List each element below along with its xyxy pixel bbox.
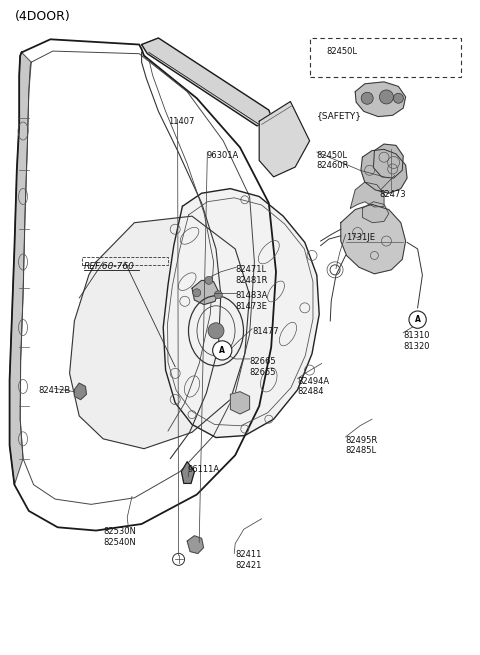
Polygon shape — [341, 204, 406, 274]
Text: 82495R
82485L: 82495R 82485L — [346, 436, 378, 455]
Circle shape — [379, 90, 394, 104]
Text: 82471L
82481R: 82471L 82481R — [235, 265, 267, 285]
Circle shape — [394, 93, 403, 103]
Text: 82530N
82540N: 82530N 82540N — [103, 527, 136, 547]
Text: A: A — [219, 346, 225, 355]
Polygon shape — [70, 216, 250, 449]
Text: 81310
81320: 81310 81320 — [403, 331, 430, 350]
Text: 11407: 11407 — [168, 117, 194, 126]
Text: 82494A
82484: 82494A 82484 — [298, 377, 330, 396]
Text: 81477: 81477 — [252, 328, 278, 337]
Text: {SAFETY}: {SAFETY} — [317, 111, 362, 121]
Text: 82450L: 82450L — [326, 47, 358, 56]
Polygon shape — [373, 144, 403, 178]
Circle shape — [215, 291, 222, 299]
Polygon shape — [259, 102, 310, 177]
Circle shape — [208, 323, 224, 339]
Text: 82473: 82473 — [379, 190, 406, 199]
Polygon shape — [142, 38, 274, 126]
Circle shape — [205, 276, 213, 284]
Text: 82665
82655: 82665 82655 — [250, 357, 276, 377]
Circle shape — [213, 341, 232, 360]
Circle shape — [193, 289, 201, 297]
Polygon shape — [362, 202, 389, 223]
Polygon shape — [163, 189, 319, 438]
Polygon shape — [350, 182, 384, 208]
Polygon shape — [10, 52, 31, 485]
Text: (4DOOR): (4DOOR) — [14, 10, 70, 23]
Circle shape — [409, 311, 426, 328]
Text: 81483A
81473E: 81483A 81473E — [235, 291, 267, 311]
Text: 1731JE: 1731JE — [346, 233, 374, 242]
Polygon shape — [361, 149, 407, 193]
Text: REF.60-760: REF.60-760 — [84, 262, 135, 271]
Circle shape — [361, 92, 373, 104]
Polygon shape — [355, 82, 406, 117]
Polygon shape — [192, 280, 218, 305]
Polygon shape — [74, 383, 86, 400]
Polygon shape — [187, 536, 204, 553]
Text: 96301A: 96301A — [206, 151, 239, 160]
Polygon shape — [230, 392, 250, 414]
Text: A: A — [415, 315, 420, 324]
Text: 82411
82421: 82411 82421 — [235, 550, 262, 570]
Text: 82450L
82460R: 82450L 82460R — [317, 151, 349, 170]
Polygon shape — [181, 462, 194, 483]
Text: 82412B: 82412B — [38, 386, 71, 396]
Text: 96111A: 96111A — [187, 465, 219, 474]
